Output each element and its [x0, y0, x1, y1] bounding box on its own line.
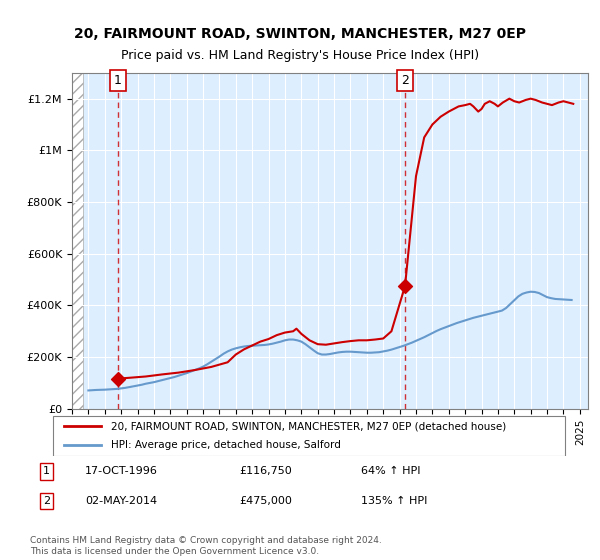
Text: HPI: Average price, detached house, Salford: HPI: Average price, detached house, Salf…	[112, 440, 341, 450]
Text: 1: 1	[114, 74, 122, 87]
Text: 2: 2	[401, 74, 409, 87]
Text: 02-MAY-2014: 02-MAY-2014	[85, 496, 157, 506]
Text: 1: 1	[43, 466, 50, 477]
Text: Price paid vs. HM Land Registry's House Price Index (HPI): Price paid vs. HM Land Registry's House …	[121, 49, 479, 63]
Text: 64% ↑ HPI: 64% ↑ HPI	[361, 466, 421, 477]
Text: Contains HM Land Registry data © Crown copyright and database right 2024.
This d: Contains HM Land Registry data © Crown c…	[30, 536, 382, 556]
Text: £116,750: £116,750	[240, 466, 293, 477]
Text: 17-OCT-1996: 17-OCT-1996	[85, 466, 158, 477]
FancyBboxPatch shape	[53, 416, 565, 456]
Point	[400, 282, 410, 291]
Bar	[72, 73, 83, 409]
Text: 135% ↑ HPI: 135% ↑ HPI	[361, 496, 428, 506]
Text: £475,000: £475,000	[240, 496, 293, 506]
Text: 20, FAIRMOUNT ROAD, SWINTON, MANCHESTER, M27 0EP: 20, FAIRMOUNT ROAD, SWINTON, MANCHESTER,…	[74, 27, 526, 41]
Text: 2: 2	[43, 496, 50, 506]
Text: 20, FAIRMOUNT ROAD, SWINTON, MANCHESTER, M27 0EP (detached house): 20, FAIRMOUNT ROAD, SWINTON, MANCHESTER,…	[112, 421, 506, 431]
Point	[113, 374, 122, 383]
